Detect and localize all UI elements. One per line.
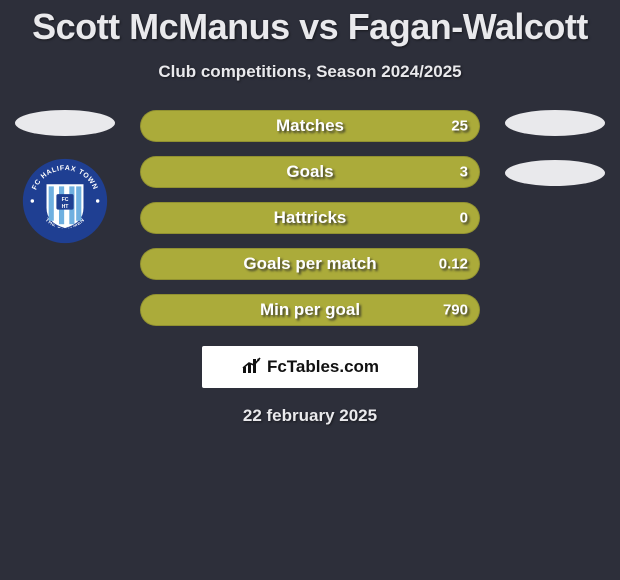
stat-row: Hattricks 0 bbox=[140, 202, 480, 234]
right-side bbox=[500, 110, 610, 186]
club-crest-left: FC HALIFAX TOWN THE SHAYMEN FC HT bbox=[22, 158, 108, 244]
player-photo-placeholder-right-2 bbox=[505, 160, 605, 186]
stat-value-right: 3 bbox=[460, 164, 468, 181]
page-subtitle: Club competitions, Season 2024/2025 bbox=[0, 62, 620, 82]
brand-badge: FcTables.com bbox=[202, 346, 418, 388]
date-line: 22 february 2025 bbox=[0, 406, 620, 426]
brand-icon bbox=[241, 355, 263, 380]
stat-value-right: 0 bbox=[460, 210, 468, 227]
stat-row: Goals 3 bbox=[140, 156, 480, 188]
brand-text: FcTables.com bbox=[267, 357, 379, 377]
stat-value-right: 790 bbox=[443, 302, 468, 319]
stat-value-right: 25 bbox=[451, 118, 468, 135]
player-photo-placeholder-right-1 bbox=[505, 110, 605, 136]
stat-label: Goals bbox=[286, 162, 333, 182]
comparison-card: Scott McManus vs Fagan-Walcott Club comp… bbox=[0, 0, 620, 580]
stat-label: Goals per match bbox=[243, 254, 376, 274]
left-side: FC HALIFAX TOWN THE SHAYMEN FC HT bbox=[10, 110, 120, 244]
stat-row: Matches 25 bbox=[140, 110, 480, 142]
page-title: Scott McManus vs Fagan-Walcott bbox=[0, 0, 620, 48]
stat-row: Min per goal 790 bbox=[140, 294, 480, 326]
stat-row: Goals per match 0.12 bbox=[140, 248, 480, 280]
stat-label: Hattricks bbox=[274, 208, 347, 228]
svg-text:HT: HT bbox=[62, 204, 70, 210]
stat-label: Min per goal bbox=[260, 300, 360, 320]
svg-text:FC: FC bbox=[62, 197, 69, 203]
stat-value-right: 0.12 bbox=[439, 256, 468, 273]
player-photo-placeholder-left bbox=[15, 110, 115, 136]
stat-bars: Matches 25 Goals 3 Hattricks 0 Goals per match… bbox=[140, 110, 480, 340]
stat-label: Matches bbox=[276, 116, 344, 136]
main-columns: FC HALIFAX TOWN THE SHAYMEN FC HT bbox=[0, 110, 620, 340]
